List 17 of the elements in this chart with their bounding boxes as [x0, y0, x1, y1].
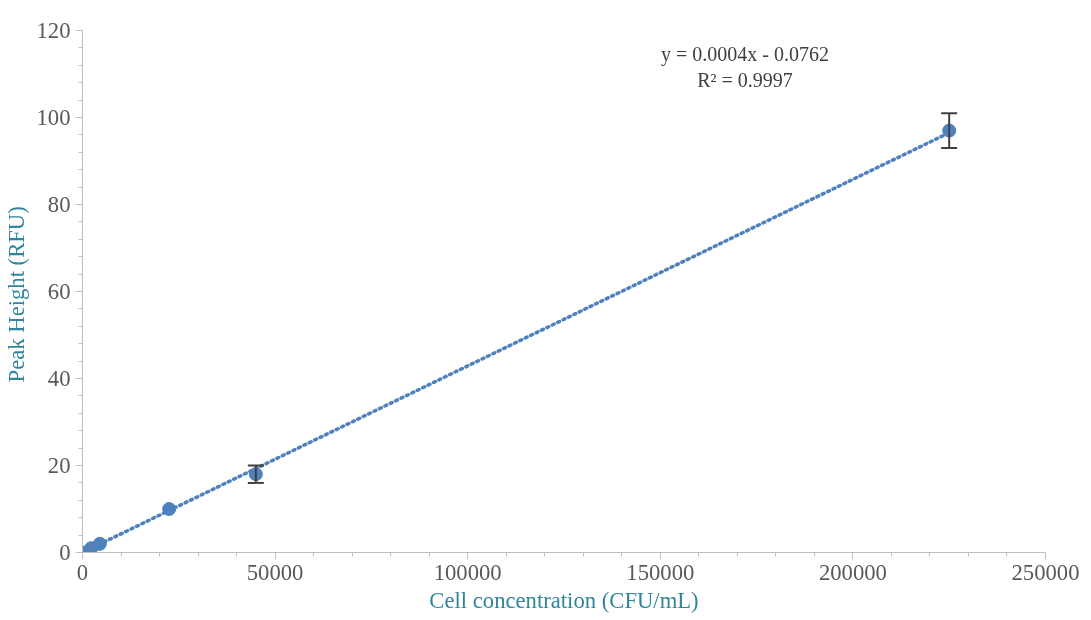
x-tick-label: 200000	[818, 559, 887, 585]
annotation: y = 0.0004x - 0.0762	[661, 43, 830, 67]
y-tick-label: 120	[36, 18, 71, 43]
y-tick-label: 60	[47, 279, 71, 304]
y-tick-label: 80	[47, 192, 71, 217]
y-tick-label: 0	[59, 540, 71, 565]
x-axis-title: Cell concentration (CFU/mL)	[429, 587, 699, 613]
annotation: R² = 0.9997	[697, 69, 793, 92]
x-tick-label: 50000	[246, 559, 304, 585]
y-axis-title: Peak Height (RFU)	[3, 206, 29, 383]
y-tick-label: 40	[47, 366, 71, 391]
x-tick-label: 150000	[626, 559, 695, 585]
x-tick-label: 100000	[433, 559, 502, 585]
y-tick-label: 20	[47, 453, 71, 478]
x-tick-label: 250000	[1011, 559, 1080, 585]
x-tick-label: 0	[76, 559, 89, 585]
y-tick-label: 100	[36, 105, 71, 130]
